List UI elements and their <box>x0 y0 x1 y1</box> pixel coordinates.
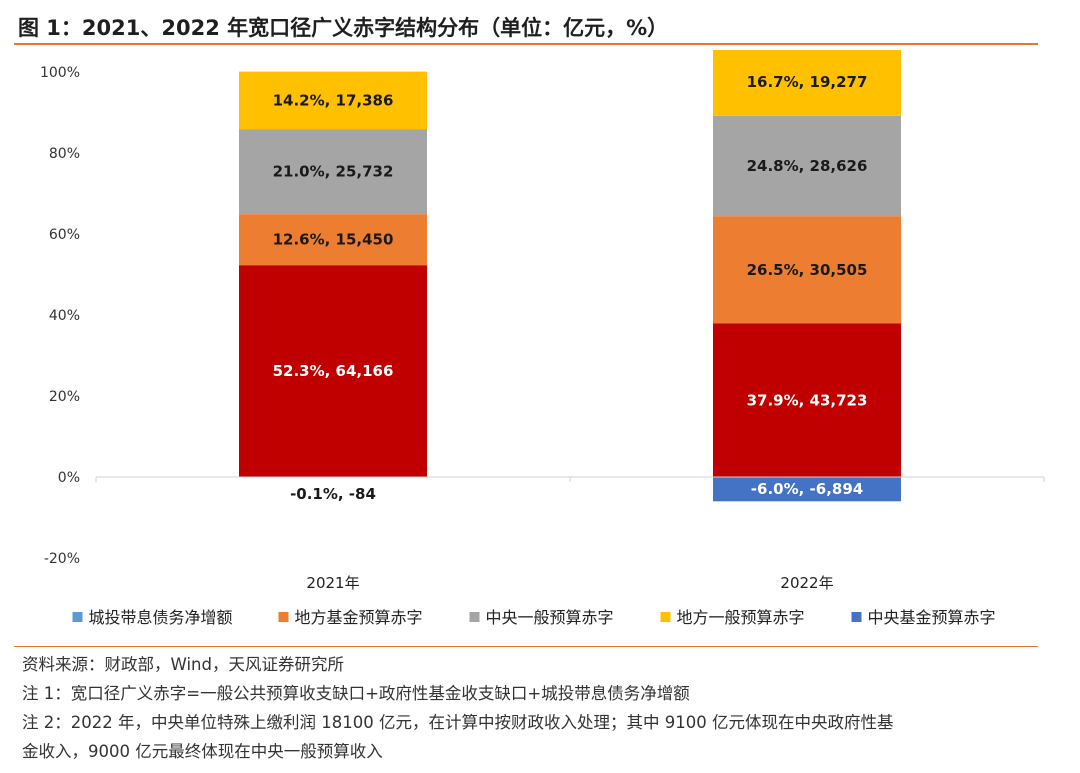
source-note: 资料来源：财政部，Wind，天风证券研究所 <box>22 655 344 674</box>
footer-divider <box>14 646 1038 647</box>
data-label: -6.0%, -6,894 <box>751 480 863 498</box>
legend-label: 城投带息债务净增额 <box>89 608 233 627</box>
bar-segment <box>713 115 901 217</box>
bar-segment <box>239 129 427 215</box>
y-tick-label: 100% <box>40 65 80 81</box>
y-tick-label: 40% <box>49 308 80 324</box>
bar-segment-negative <box>713 477 901 502</box>
bar-segment <box>239 71 427 130</box>
data-label: 26.5%, 30,505 <box>747 261 868 279</box>
note-2-line-1: 注 2：2022 年，中央单位特殊上缴利润 18100 亿元，在计算中按财政收入… <box>22 713 894 732</box>
legend-swatch <box>278 612 289 622</box>
data-label: 21.0%, 25,732 <box>273 163 394 181</box>
legend-swatch <box>72 612 83 622</box>
y-tick-label: -20% <box>44 551 80 567</box>
y-tick-label: 0% <box>58 470 80 486</box>
legend-label: 地方基金预算赤字 <box>295 608 423 627</box>
data-label: 14.2%, 17,386 <box>273 91 394 109</box>
y-tick-label: 20% <box>49 389 80 405</box>
y-tick-label: 80% <box>49 146 80 162</box>
legend-swatch <box>469 612 480 622</box>
legend-swatch <box>851 612 862 622</box>
data-label: 37.9%, 43,723 <box>747 391 868 409</box>
x-category-label: 2021年 <box>306 574 359 592</box>
data-label: 24.8%, 28,626 <box>747 157 868 175</box>
notes-section: 资料来源：财政部，Wind，天风证券研究所 注 1：宽口径广义赤字=一般公共预算… <box>22 650 1062 766</box>
bar-segment <box>239 214 427 266</box>
data-label: -0.1%, -84 <box>290 485 376 503</box>
legend-label: 中央一般预算赤字 <box>486 608 614 627</box>
legend-label: 地方一般预算赤字 <box>677 608 805 627</box>
bar-segment <box>713 323 901 477</box>
legend-label: 中央基金预算赤字 <box>868 608 996 627</box>
note-2-line-2: 金收入，9000 亿元最终体现在中央一般预算收入 <box>22 742 383 761</box>
data-label: 16.7%, 19,277 <box>747 73 868 91</box>
bar-segment <box>713 216 901 324</box>
bar-segment <box>239 265 427 477</box>
bar-segment <box>713 50 901 116</box>
y-tick-label: 60% <box>49 227 80 243</box>
data-label: 12.6%, 15,450 <box>273 231 394 249</box>
stacked-bar-chart: -20% 0% 20% 40% 60% 80% 100% 52.3%, 64,166 12.6%… <box>40 50 1045 627</box>
title-divider <box>14 43 1038 45</box>
legend-swatch <box>660 612 671 622</box>
x-category-label: 2022年 <box>780 574 833 592</box>
data-label: 52.3%, 64,166 <box>273 362 394 380</box>
chart-title: 图 1：2021、2022 年宽口径广义赤字结构分布（单位：亿元，%） <box>18 16 669 40</box>
note-1: 注 1：宽口径广义赤字=一般公共预算收支缺口+政府性基金收支缺口+城投带息债务净… <box>22 684 690 703</box>
